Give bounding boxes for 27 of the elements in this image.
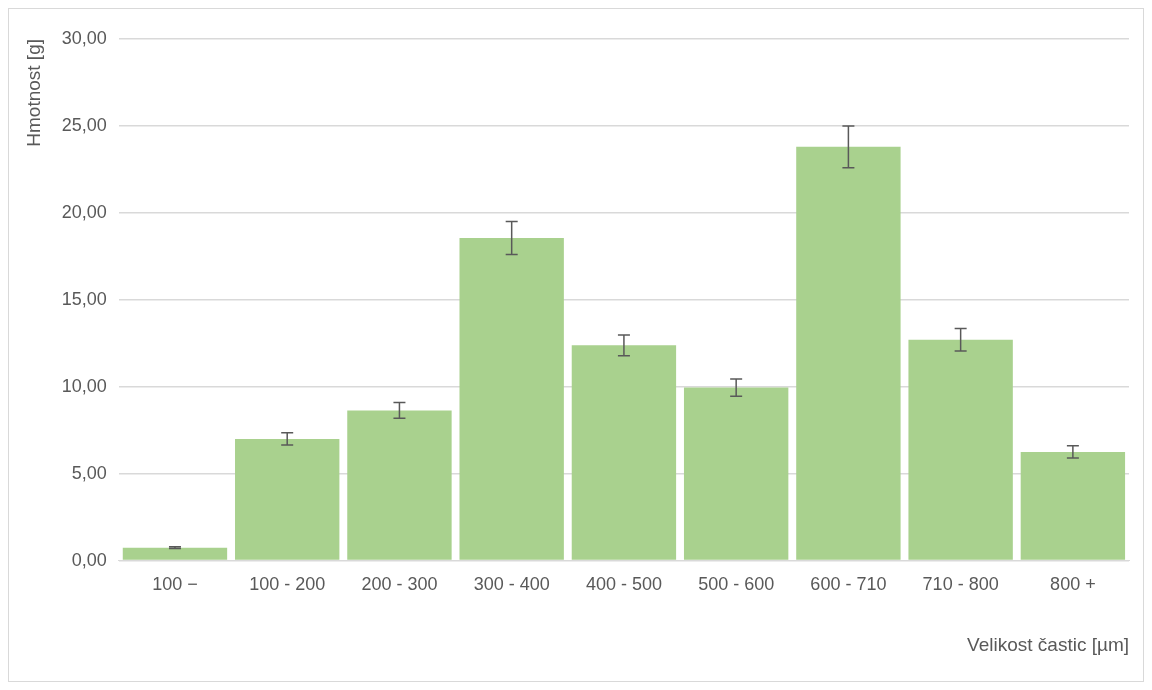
y-tick-label: 0,00: [71, 549, 107, 570]
bar: [683, 387, 789, 560]
x-tick-label: 710 - 800: [922, 574, 999, 595]
x-axis-title: Velikost častic [µm]: [967, 633, 1129, 655]
bar: [908, 339, 1013, 560]
x-tick-label: 300 - 400: [473, 574, 550, 595]
bar: [1020, 451, 1126, 560]
bar: [459, 238, 564, 560]
y-tick-label: 5,00: [71, 462, 107, 483]
x-tick-label: 100 −: [152, 574, 198, 595]
x-tick-label: 800 +: [1050, 574, 1096, 595]
x-tick-label: 600 - 710: [810, 574, 887, 595]
x-tick-label: 400 - 500: [585, 574, 662, 595]
bar: [571, 345, 677, 560]
y-tick-label: 10,00: [61, 375, 107, 396]
bar: [796, 146, 901, 560]
y-tick-label: 30,00: [61, 27, 107, 48]
y-tick-label: 25,00: [61, 114, 107, 135]
bar: [347, 410, 452, 560]
x-tick-label: 100 - 200: [249, 574, 326, 595]
y-tick-label: 20,00: [61, 201, 107, 222]
y-axis-title: Hmotnost [g]: [22, 39, 44, 147]
x-tick-label: 200 - 300: [361, 574, 438, 595]
y-tick-label: 15,00: [61, 288, 107, 309]
bar: [122, 547, 228, 560]
x-tick-label: 500 - 600: [698, 574, 775, 595]
bar: [235, 438, 340, 560]
